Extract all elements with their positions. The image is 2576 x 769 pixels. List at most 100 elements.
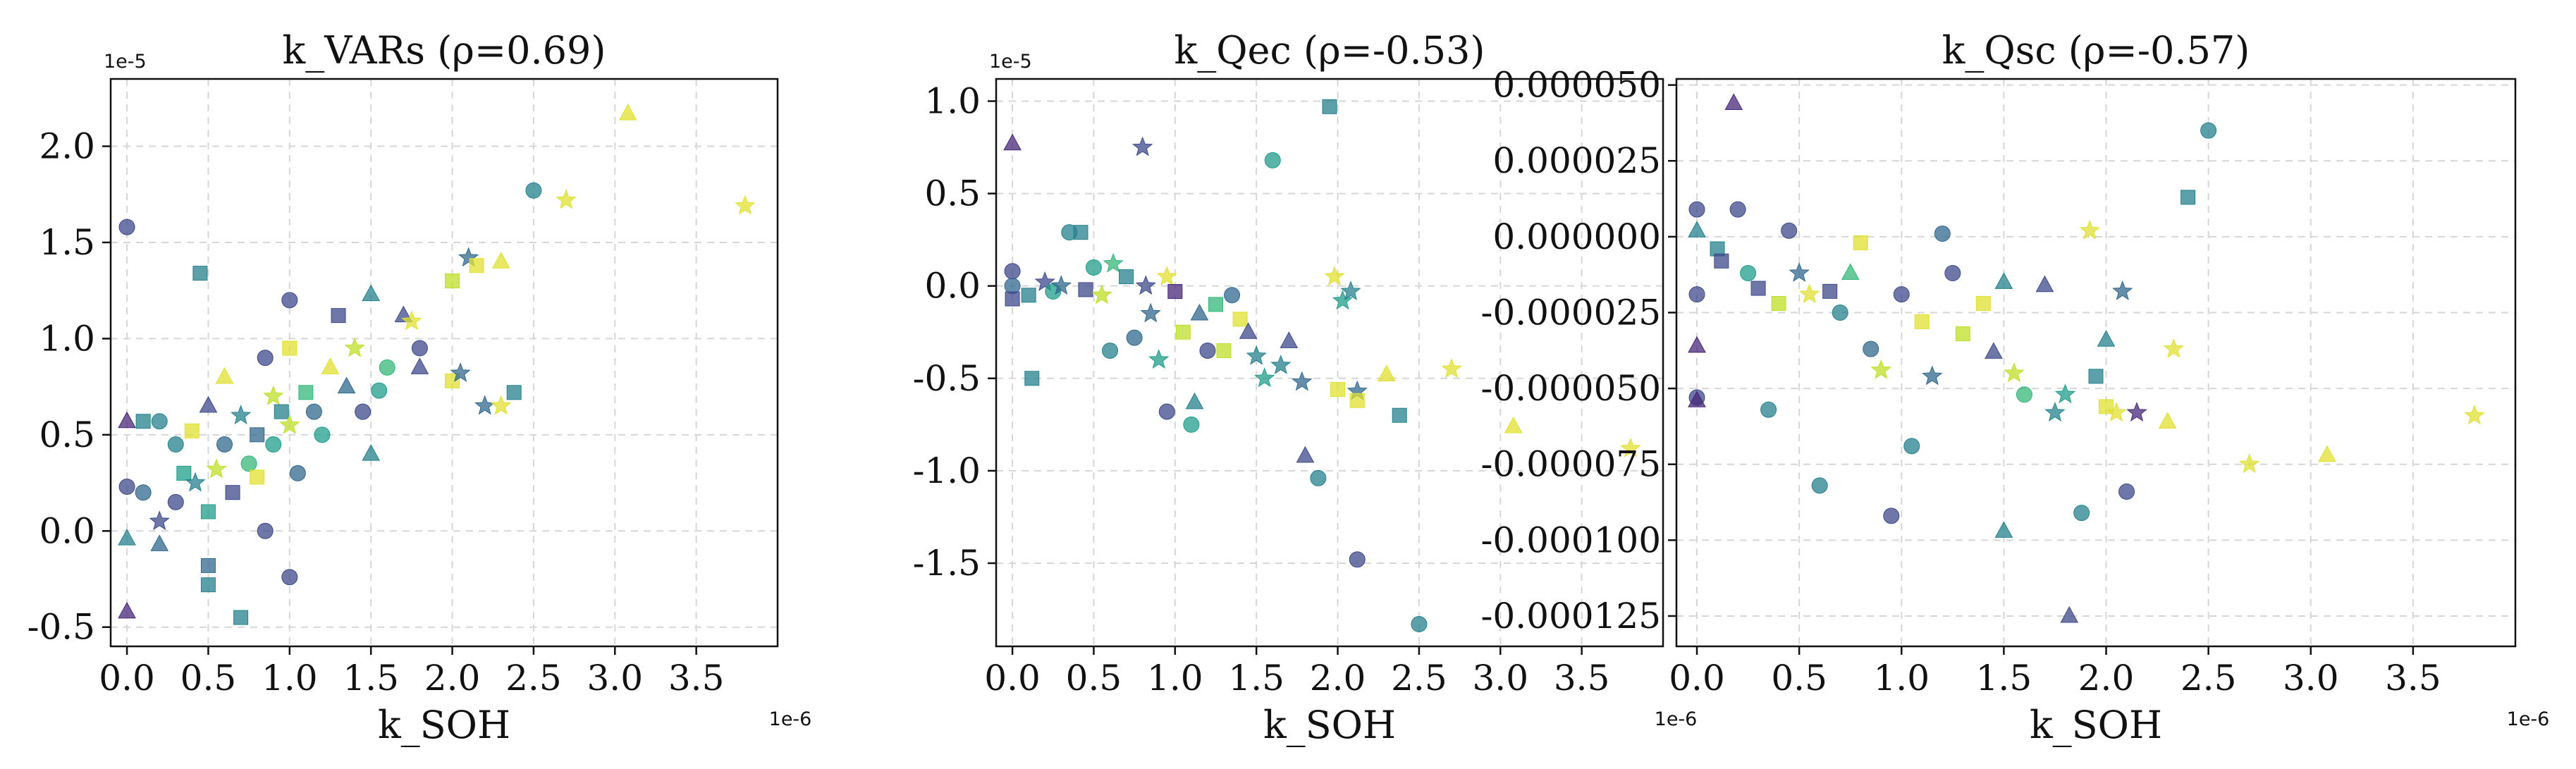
data-point-star bbox=[2079, 219, 2100, 240]
data-point-circle bbox=[1688, 201, 1705, 218]
data-point-square bbox=[1330, 382, 1346, 398]
data-point-star bbox=[450, 362, 471, 382]
data-point-square bbox=[1392, 407, 1407, 423]
data-point-square bbox=[233, 610, 249, 625]
y-tick-label: 0.000050 bbox=[1492, 65, 1661, 106]
data-point-square bbox=[135, 414, 151, 429]
data-point-square bbox=[2088, 369, 2104, 384]
data-point-square bbox=[274, 404, 289, 419]
data-point-star bbox=[1270, 354, 1292, 374]
data-point-star bbox=[1034, 271, 1055, 291]
data-point-circle bbox=[371, 382, 388, 399]
y-tick-label: -0.000100 bbox=[1481, 519, 1661, 560]
x-axis-label: k_SOH bbox=[2030, 703, 2162, 747]
data-point-star bbox=[2044, 402, 2066, 422]
y-tick-label: 0.000000 bbox=[1492, 216, 1661, 257]
data-point-square bbox=[2181, 190, 2196, 205]
data-point-circle bbox=[314, 426, 331, 443]
data-point-square bbox=[1349, 393, 1365, 408]
data-point-square bbox=[469, 258, 484, 273]
data-point-square bbox=[200, 577, 216, 593]
data-point-square bbox=[1714, 253, 1729, 269]
y-tick-label: -0.5 bbox=[27, 607, 95, 648]
data-point-square bbox=[1216, 343, 1232, 358]
data-point-triangle bbox=[1688, 336, 1706, 353]
plot-frame bbox=[1675, 78, 2517, 648]
data-point-square bbox=[192, 266, 208, 281]
data-point-circle bbox=[151, 413, 168, 430]
x-axis-label: k_SOH bbox=[1263, 703, 1396, 747]
y-offset-label: 1e-5 bbox=[989, 51, 1032, 73]
data-point-star bbox=[1922, 365, 1943, 386]
data-point-star bbox=[556, 189, 577, 209]
data-point-star bbox=[491, 395, 512, 415]
data-point-triangle bbox=[1003, 133, 1022, 151]
data-point-triangle bbox=[199, 395, 218, 413]
data-point-square bbox=[1975, 296, 1991, 312]
data-point-square bbox=[1771, 296, 1786, 312]
x-tick-label: 1.5 bbox=[1976, 658, 2032, 699]
data-point-star bbox=[2239, 453, 2260, 474]
data-point-star bbox=[1091, 284, 1112, 304]
data-point-circle bbox=[305, 403, 322, 420]
y-tick-label: 0.0 bbox=[39, 510, 95, 551]
data-point-circle bbox=[1264, 152, 1281, 168]
data-point-square bbox=[1167, 284, 1183, 300]
data-point-circle bbox=[2073, 505, 2090, 522]
x-tick-label: 2.5 bbox=[505, 658, 562, 699]
data-point-square bbox=[1853, 235, 1868, 250]
chart-title: k_Qec (ρ=-0.53) bbox=[1174, 28, 1485, 73]
data-point-circle bbox=[118, 219, 135, 235]
data-point-circle bbox=[1411, 616, 1428, 633]
data-point-circle bbox=[1944, 265, 1961, 282]
y-tick-label: 2.0 bbox=[39, 126, 95, 167]
data-point-star bbox=[230, 405, 252, 425]
data-point-circle bbox=[411, 340, 428, 357]
data-point-star bbox=[1140, 302, 1161, 323]
data-point-star bbox=[1050, 275, 1072, 295]
data-point-star bbox=[1441, 358, 1462, 379]
plot-frame bbox=[109, 78, 779, 648]
x-tick-label: 1.0 bbox=[1147, 658, 1203, 699]
data-point-circle bbox=[257, 522, 274, 539]
data-point-triangle bbox=[362, 284, 381, 302]
data-point-square bbox=[176, 465, 192, 481]
data-point-circle bbox=[1893, 286, 1910, 303]
data-point-circle bbox=[167, 493, 184, 510]
data-point-triangle bbox=[1239, 322, 1258, 339]
data-point-square bbox=[1208, 297, 1223, 312]
data-point-circle bbox=[2118, 483, 2135, 500]
data-point-star bbox=[1324, 266, 1345, 286]
data-point-circle bbox=[1688, 286, 1705, 303]
x-tick-label: 2.0 bbox=[424, 658, 481, 699]
data-point-circle bbox=[1199, 342, 1216, 359]
x-tick-label: 2.5 bbox=[2181, 658, 2237, 699]
y-tick-label: 1.0 bbox=[39, 318, 95, 359]
y-tick-label: -1.5 bbox=[913, 543, 981, 584]
data-point-triangle bbox=[1185, 392, 1204, 410]
data-point-triangle bbox=[2060, 605, 2079, 623]
data-point-circle bbox=[118, 479, 135, 496]
data-point-triangle bbox=[118, 529, 136, 546]
x-tick-label: 3.0 bbox=[587, 658, 644, 699]
data-point-star bbox=[2163, 338, 2184, 358]
data-point-square bbox=[506, 385, 522, 400]
x-tick-label: 0.5 bbox=[1771, 658, 1827, 699]
x-tick-label: 3.5 bbox=[1554, 658, 1610, 699]
y-tick-label: -0.000075 bbox=[1481, 444, 1661, 485]
data-point-square bbox=[331, 308, 346, 324]
data-point-star bbox=[1332, 290, 1354, 310]
y-tick-label: 0.5 bbox=[39, 414, 95, 455]
data-point-triangle bbox=[1688, 390, 1706, 407]
data-point-circle bbox=[1781, 222, 1798, 239]
chart-panel-1: 0.0 0.5 1.0 1.5 2.0 2.5 3.0 3.5-0.50.00.51.01.5… bbox=[27, 28, 812, 747]
data-point-triangle bbox=[618, 104, 637, 121]
data-point-circle bbox=[289, 465, 306, 481]
data-point-triangle bbox=[410, 357, 429, 374]
data-point-triangle bbox=[1504, 416, 1523, 433]
data-point-square bbox=[200, 504, 216, 519]
data-point-triangle bbox=[321, 357, 340, 374]
data-point-triangle bbox=[1994, 521, 2013, 538]
data-point-triangle bbox=[337, 376, 356, 394]
